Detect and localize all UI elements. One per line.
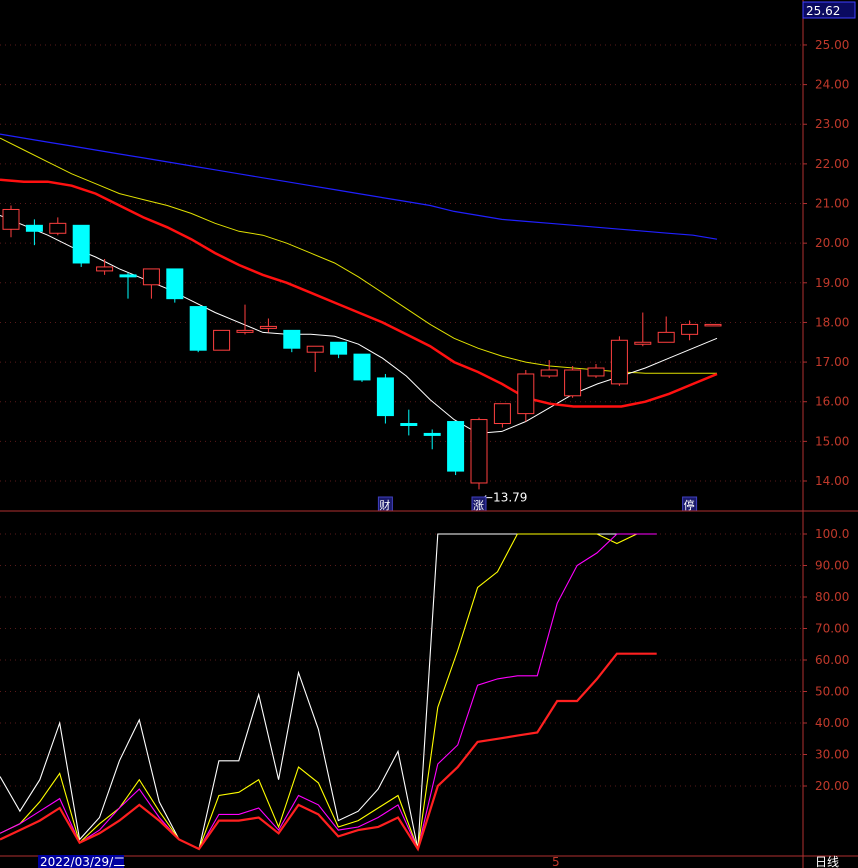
candle-body — [189, 306, 207, 351]
candle-body — [166, 268, 184, 300]
price-tick-label: 19.00 — [815, 276, 849, 290]
indicator-tick-label: 90.00 — [815, 559, 849, 573]
period-label[interactable]: 日线 — [815, 855, 839, 868]
indicator-tick-label: 80.00 — [815, 590, 849, 604]
candle-body — [2, 208, 20, 230]
price-tick-label: 15.00 — [815, 434, 849, 448]
annotation-label: 停 — [684, 498, 695, 512]
price-tick-label: 23.00 — [815, 117, 849, 131]
price-tick-label: 24.00 — [815, 78, 849, 92]
ma-white-line — [0, 214, 718, 434]
ma-red-line — [0, 178, 718, 408]
price-tick-label: 22.00 — [815, 157, 849, 171]
price-tick-label: 16.00 — [815, 395, 849, 409]
price-panel[interactable]: ←13.79 财 涨 停 — [0, 133, 722, 512]
date-box — [38, 855, 124, 868]
price-tick-label: 20.00 — [815, 236, 849, 250]
price-tick-label: 18.00 — [815, 315, 849, 329]
indicator-tick-label: 70.00 — [815, 622, 849, 636]
candle-body — [400, 423, 418, 427]
candle-body — [564, 369, 582, 397]
indicator-yellow-line — [0, 533, 657, 850]
candle-body — [236, 329, 254, 333]
price-tick-label: 21.00 — [815, 197, 849, 211]
indicator-tick-label: 100.0 — [815, 527, 849, 541]
candle-body — [470, 419, 488, 484]
indicator-magenta-line — [0, 533, 657, 851]
candle-body — [330, 341, 348, 355]
footer-date: 2022/03/29/二 — [40, 855, 125, 868]
price-tick-label: 17.00 — [815, 355, 849, 369]
candle-body — [306, 345, 324, 353]
indicator-tick-label: 20.00 — [815, 779, 849, 793]
top-price-box — [802, 1, 856, 19]
indicator-tick-label: 60.00 — [815, 653, 849, 667]
candle-body — [49, 222, 67, 234]
candle-body — [119, 274, 137, 278]
ma-blue-line — [0, 133, 718, 240]
candle-body — [610, 339, 628, 385]
candle-body — [587, 367, 605, 377]
candle-body — [96, 266, 114, 272]
indicator-panel[interactable] — [0, 533, 657, 852]
candle-body — [540, 369, 558, 377]
candle-body — [423, 432, 441, 436]
candle-body — [657, 331, 675, 343]
top-price-label: 25.62 — [806, 4, 840, 18]
price-tick-label: 14.00 — [815, 474, 849, 488]
low-price-marker: ←13.79 — [483, 490, 527, 504]
candle-body — [213, 329, 231, 351]
ma-yellow-line — [0, 137, 717, 374]
indicator-tick-label: 50.00 — [815, 685, 849, 699]
candle-body — [517, 373, 535, 415]
annotation-label: 财 — [379, 498, 390, 512]
indicator-tick-label: 30.00 — [815, 748, 849, 762]
grid-layer — [0, 44, 803, 787]
candle-body — [259, 325, 277, 329]
annotation-label: 涨 — [473, 499, 484, 512]
footer-marker: 5 — [552, 855, 560, 868]
candle-body — [376, 377, 394, 417]
price-tick-label: 25.00 — [815, 38, 849, 52]
indicator-red-line — [0, 652, 657, 852]
candle-body — [634, 341, 652, 345]
candle-body — [493, 403, 511, 425]
candle-body — [25, 224, 43, 232]
candle-body — [447, 421, 465, 472]
candle-body — [681, 323, 699, 335]
candle-body — [142, 268, 160, 286]
candle-body — [353, 353, 371, 381]
candle-body — [72, 224, 90, 264]
candle-body — [283, 329, 301, 349]
candle-body — [704, 323, 722, 327]
indicator-tick-label: 40.00 — [815, 716, 849, 730]
